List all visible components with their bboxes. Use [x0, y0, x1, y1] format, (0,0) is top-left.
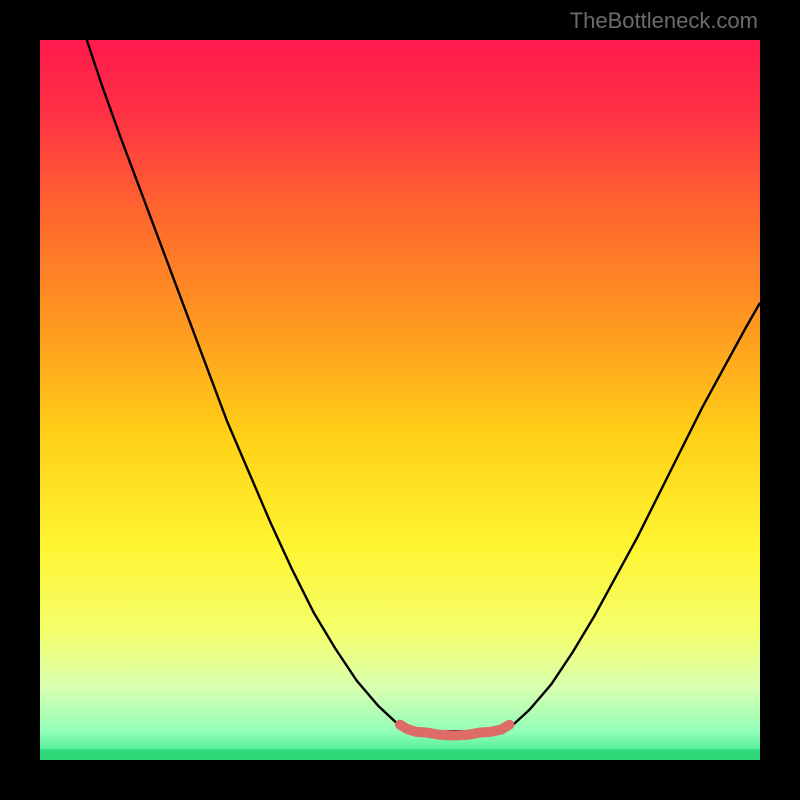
frame-right: [760, 0, 800, 800]
green-baseline: [40, 749, 760, 760]
frame-bottom: [0, 760, 800, 800]
frame-left: [0, 0, 40, 800]
chart-container: TheBottleneck.com: [0, 0, 800, 800]
gradient-background: [40, 40, 760, 760]
watermark-text: TheBottleneck.com: [570, 8, 758, 34]
bottleneck-chart: [40, 40, 760, 760]
